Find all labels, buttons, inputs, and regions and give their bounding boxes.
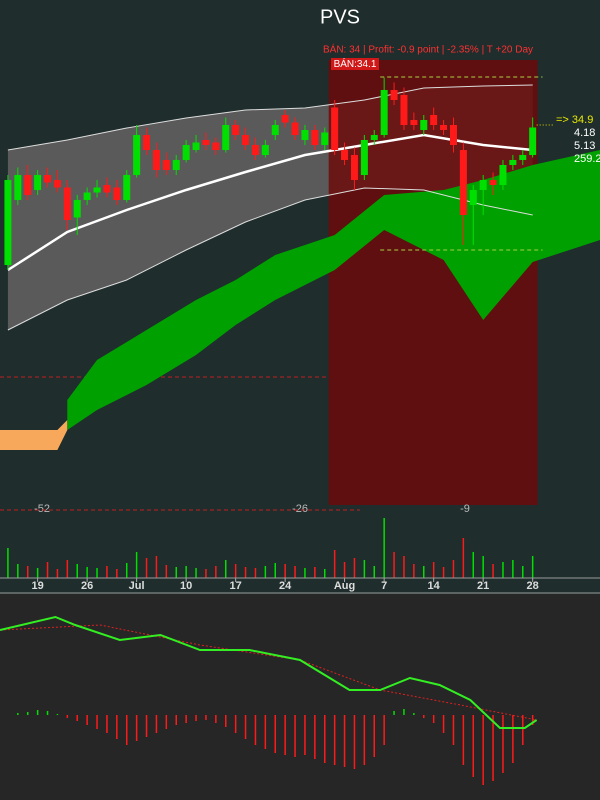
- candle-body: [469, 190, 477, 205]
- candle-body: [281, 115, 289, 123]
- candle-body: [509, 160, 517, 165]
- candle-body: [143, 135, 151, 150]
- x-tick-label: 28: [527, 580, 539, 592]
- candle-body: [331, 107, 339, 150]
- x-tick-label: Aug: [334, 580, 355, 592]
- signal-label: BÁN:34.1: [334, 57, 377, 70]
- candle-body: [301, 130, 309, 140]
- candle-body: [459, 150, 467, 215]
- candle-body: [133, 135, 141, 175]
- candle-body: [291, 122, 299, 135]
- cloud: [67, 150, 600, 430]
- candle-body: [24, 175, 32, 195]
- candle-body: [34, 175, 42, 190]
- candle-body: [420, 120, 428, 130]
- candle-body: [53, 180, 61, 188]
- candle-body: [14, 175, 22, 200]
- signal-line: [0, 624, 537, 721]
- side-label: 4.18: [574, 127, 595, 139]
- band-upper: [7, 84, 533, 151]
- candle-body: [499, 165, 507, 185]
- candle-body: [83, 192, 91, 200]
- count-label: -52: [34, 503, 50, 515]
- signal-label-box: [331, 58, 379, 70]
- candle-body: [113, 187, 121, 200]
- x-tick-label: 17: [230, 580, 242, 592]
- candle-body: [251, 145, 259, 155]
- candle-body: [440, 125, 448, 130]
- band-lower: [7, 187, 533, 331]
- candle-body: [449, 125, 457, 145]
- candle-body: [390, 90, 398, 100]
- candle-body: [242, 135, 250, 145]
- x-tick-label: 10: [180, 580, 192, 592]
- candle-body: [44, 175, 52, 183]
- candle-body: [261, 145, 269, 155]
- candle-body: [63, 187, 71, 220]
- candle-body: [212, 142, 220, 150]
- candle-body: [123, 175, 131, 200]
- candle-body: [489, 180, 497, 185]
- candle-body: [232, 125, 240, 135]
- candle-body: [73, 200, 81, 218]
- subtitle: BÁN: 34 | Profit: -0.9 point | -2.35% | …: [323, 43, 533, 56]
- candle-body: [400, 95, 408, 125]
- x-tick-label: 21: [477, 580, 489, 592]
- candle-body: [152, 150, 160, 170]
- candle-body: [321, 132, 329, 145]
- candle-body: [360, 140, 368, 175]
- count-label: -9: [460, 503, 470, 515]
- candle-body: [519, 155, 527, 160]
- side-label: 5.13: [574, 140, 595, 152]
- side-label: 259.2: [574, 153, 600, 165]
- candle-body: [341, 150, 349, 160]
- candle-body: [93, 187, 101, 193]
- candle-body: [4, 180, 12, 265]
- candle-body: [479, 180, 487, 190]
- candle-body: [410, 120, 418, 125]
- candle-body: [430, 115, 438, 125]
- oscillator-background: [0, 594, 600, 800]
- cloud-lower: [0, 420, 68, 450]
- candle-body: [311, 130, 319, 145]
- candle-body: [350, 155, 358, 180]
- x-tick-label: Jul: [129, 580, 145, 592]
- oscillator-line: [0, 615, 538, 729]
- candle-body: [103, 185, 111, 193]
- candle-body: [271, 125, 279, 135]
- candle-body: [529, 127, 537, 155]
- candle-body: [172, 160, 180, 170]
- candle-body: [182, 145, 190, 160]
- x-tick-label: 24: [279, 580, 292, 592]
- x-tick-label: 7: [381, 580, 387, 592]
- candle-body: [222, 125, 230, 150]
- x-tick-label: 19: [31, 580, 43, 592]
- x-tick-label: 26: [81, 580, 93, 592]
- x-tick-label: 14: [428, 580, 441, 592]
- count-label: -26: [292, 503, 308, 515]
- candle-body: [202, 140, 210, 145]
- candle-body: [370, 135, 378, 140]
- candle-body: [192, 142, 200, 150]
- candle-body: [380, 90, 388, 135]
- chart-title: PVS: [320, 6, 360, 28]
- candle-body: [162, 160, 170, 170]
- side-label: => 34.9: [556, 114, 593, 126]
